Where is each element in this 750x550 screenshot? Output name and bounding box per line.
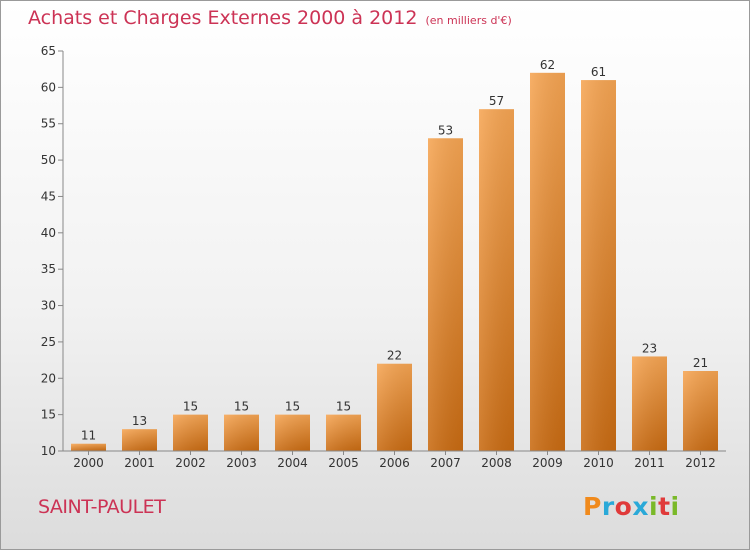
bar-value-label: 11 [81, 429, 96, 443]
bar-value-label: 23 [642, 341, 657, 355]
bar-shade [377, 363, 412, 451]
y-tick-label: 10 [41, 444, 56, 458]
bar-shade [326, 414, 361, 451]
bar-shade [275, 414, 310, 451]
logo-letter: x [632, 492, 649, 521]
x-axis: 2000 2001 2002 2003 2004 2005 2006 2007 2008 2009… [63, 450, 726, 470]
place-name: SAINT-PAULET [38, 496, 166, 518]
x-tick-label: 2004 [277, 456, 308, 470]
x-tick-label: 2001 [124, 456, 155, 470]
bar-shade [122, 429, 157, 451]
bar-value-label: 22 [387, 349, 402, 363]
chart-title: Achats et Charges Externes 2000 à 2012 (e… [28, 7, 512, 29]
bar-shade [581, 80, 616, 451]
x-tick-label: 2000 [73, 456, 104, 470]
x-tick-label: 2002 [175, 456, 206, 470]
y-tick-label: 55 [41, 117, 56, 131]
y-tick-label: 25 [41, 335, 56, 349]
bar-shade [632, 356, 667, 451]
bar-shade [71, 443, 106, 451]
bar-value-label: 15 [234, 400, 249, 414]
bar-shade [428, 138, 463, 452]
x-tick-label: 2008 [481, 456, 512, 470]
logo-letter: i [649, 492, 659, 521]
bar-shade [173, 414, 208, 451]
logo-letter: P [583, 492, 602, 521]
y-tick-label: 15 [41, 408, 56, 422]
y-tick-label: 60 [41, 80, 56, 94]
x-tick-label: 2007 [430, 456, 461, 470]
y-tick-label: 65 [41, 44, 56, 58]
x-tick-label: 2003 [226, 456, 257, 470]
x-tick-label: 2005 [328, 456, 359, 470]
bar-value-label: 53 [438, 123, 453, 137]
chart-title-text: Achats et Charges Externes 2000 à 2012 [28, 7, 418, 29]
bar-value-label: 13 [132, 414, 147, 428]
x-tick-label: 2006 [379, 456, 410, 470]
bar-value-label: 57 [489, 94, 504, 108]
bar-value-label: 15 [285, 400, 300, 414]
bar-shade [479, 109, 514, 451]
logo-letter: i [670, 492, 680, 521]
bar-value-label: 15 [336, 400, 351, 414]
bar-shade [683, 371, 718, 451]
x-tick-label: 2009 [532, 456, 563, 470]
x-tick-label: 2012 [685, 456, 716, 470]
proxiti-logo: Proxiti [583, 492, 680, 521]
y-tick-label: 40 [41, 226, 56, 240]
y-tick-label: 45 [41, 189, 56, 203]
bar-value-label: 62 [540, 58, 555, 72]
bars: 11 13 15 15 15 15 22 53 57 62 61 23 21 [71, 58, 718, 452]
bar-value-label: 61 [591, 65, 606, 79]
x-tick-label: 2011 [634, 456, 665, 470]
y-tick-label: 30 [41, 299, 56, 313]
chart-unit: (en milliers d'€) [425, 14, 512, 27]
logo-letter: r [601, 492, 615, 521]
y-tick-label: 50 [41, 153, 56, 167]
bar-shade [530, 72, 565, 452]
y-tick-label: 35 [41, 262, 56, 276]
logo-letter: o [614, 492, 633, 521]
y-tick-label: 20 [41, 371, 56, 385]
bar-value-label: 21 [693, 356, 708, 370]
x-tick-label: 2010 [583, 456, 614, 470]
bar-value-label: 15 [183, 400, 198, 414]
bar-shade [224, 414, 259, 451]
logo-letter: t [658, 492, 671, 521]
y-axis: 10 15 20 25 30 35 40 45 50 55 60 65 [41, 44, 64, 458]
